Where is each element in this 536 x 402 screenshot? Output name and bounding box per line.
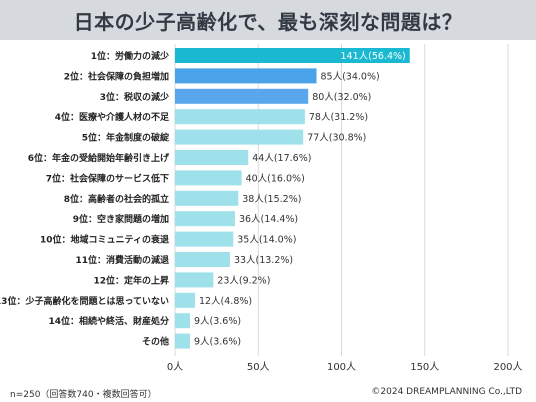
value-label: 44人(17.6%) <box>252 153 311 164</box>
category-label: 10位：地域コミュニティの衰退 <box>40 234 169 246</box>
category-label: 12位：定年の上昇 <box>93 274 169 286</box>
category-label: 13位：少子高齢化を問題とは思っていない <box>0 295 169 307</box>
bar <box>175 48 410 63</box>
bar <box>175 129 304 145</box>
category-label: その他 <box>142 336 169 348</box>
title-bar: 日本の少子高齢化で、最も深刻な問題は？ <box>0 0 536 40</box>
value-label: 36人(14.4%) <box>239 214 298 225</box>
bar <box>175 109 305 125</box>
x-tick-label: 50人 <box>247 361 270 373</box>
bar <box>175 252 230 267</box>
bar <box>175 150 249 165</box>
category-label: 7位：社会保障のサービス低下 <box>46 172 169 184</box>
value-labels: 141人(56.4%) 85人(34.0%) 80人(32.0%) 78人(31.2%… <box>194 51 406 348</box>
category-label: 3位：税収の減少 <box>100 91 169 103</box>
category-label: 2位：社会保障の負担増加 <box>64 70 169 82</box>
value-label: 12人(4.8%) <box>199 296 252 307</box>
category-label: 1位：労働力の減少 <box>91 50 169 62</box>
value-label: 85人(34.0%) <box>321 71 380 82</box>
category-label: 4位：医療や介護人材の不足 <box>55 111 170 123</box>
category-label: 11位：消費活動の減退 <box>75 254 169 266</box>
value-label: 35人(14.0%) <box>237 235 296 246</box>
category-label: 5位：年金制度の破綻 <box>82 132 170 144</box>
value-label: 9人(3.6%) <box>194 337 241 348</box>
sample-size-note: n=250（回答数740・複数回答可） <box>10 390 157 400</box>
value-label: 40人(16.0%) <box>246 173 305 184</box>
value-label: 78人(31.2%) <box>309 112 368 123</box>
category-label: 14位：相続や終活、財産処分 <box>48 315 169 327</box>
value-label: 80人(32.0%) <box>312 92 371 103</box>
bar <box>175 68 317 84</box>
category-label: 6位：年金の受給開始年齢引き上げ <box>28 152 170 164</box>
value-label: 33人(13.2%) <box>234 255 293 266</box>
value-label: 38人(15.2%) <box>242 194 301 205</box>
x-tick-label: 150人 <box>410 361 439 373</box>
value-label: 141人(56.4%) <box>341 51 406 62</box>
bar-chart: 1位：労働力の減少 2位：社会保障の負担増加 3位：税収の減少 4位：医療や介護人材の… <box>0 44 523 373</box>
bar <box>175 313 190 329</box>
category-labels: 1位：労働力の減少 2位：社会保障の負担増加 3位：税収の減少 4位：医療や介護人材の… <box>0 50 170 348</box>
category-label: 9位：空き家問題の増加 <box>73 213 169 225</box>
bar <box>175 292 195 308</box>
value-label: 9人(3.6%) <box>194 316 241 327</box>
bar <box>175 170 242 186</box>
value-label: 23人(9.2%) <box>217 275 270 286</box>
bar <box>175 211 235 227</box>
copyright-credit: ©2024 DREAMPLANNING Co.,LTD <box>371 387 522 397</box>
bar <box>175 231 234 247</box>
bar <box>175 190 239 206</box>
bars <box>175 48 410 349</box>
value-label: 77人(30.8%) <box>307 133 366 144</box>
bar <box>175 333 190 349</box>
bar <box>175 88 309 104</box>
bar <box>175 272 214 288</box>
chart-title: 日本の少子高齢化で、最も深刻な問題は？ <box>73 9 463 34</box>
category-label: 8位：高齢者の社会的孤立 <box>64 193 169 205</box>
x-tick-label: 200人 <box>493 361 522 373</box>
x-tick-label: 0人 <box>167 361 183 373</box>
x-axis-ticks: 0人 50人 100人 150人 200人 <box>167 361 523 373</box>
x-tick-label: 100人 <box>327 361 356 373</box>
